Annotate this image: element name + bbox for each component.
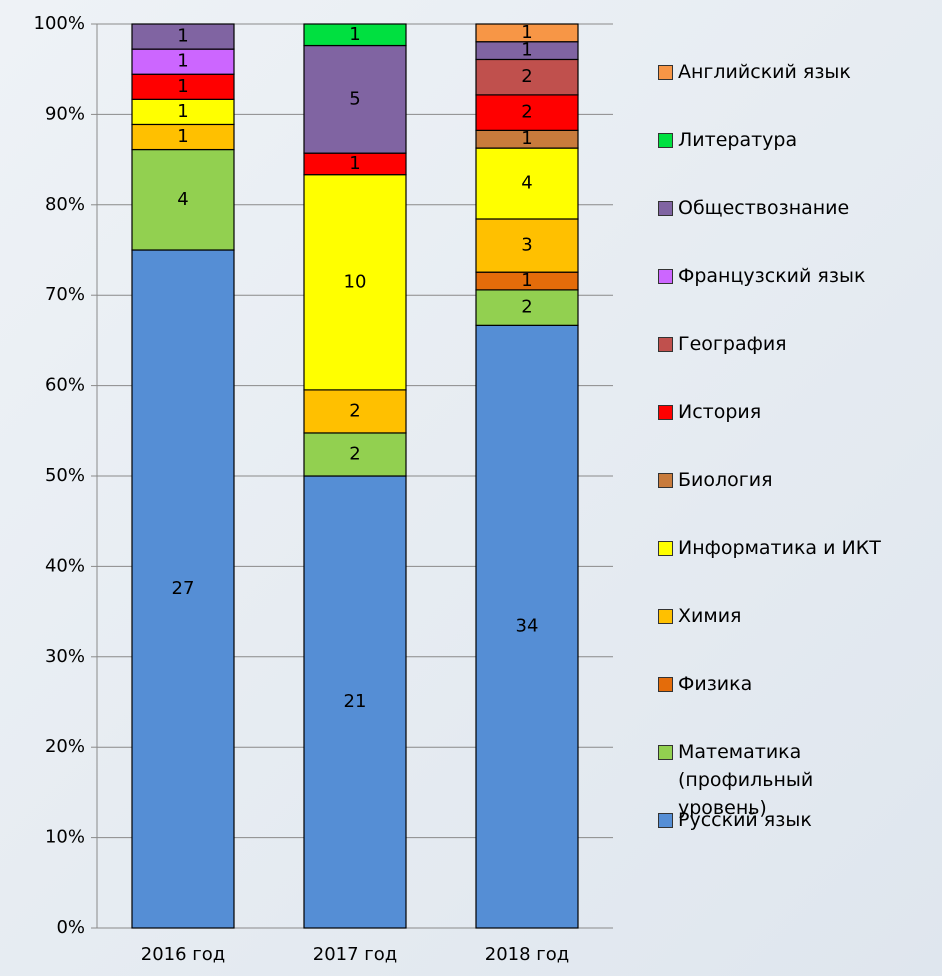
legend-item: Русский язык: [658, 806, 942, 874]
legend: Английский язык Литература Обществознание Ф…: [658, 58, 942, 874]
legend-swatch: [658, 405, 673, 420]
legend-swatch: [658, 201, 673, 216]
data-label: 1: [349, 153, 360, 174]
bar-segment: [303, 475, 407, 929]
data-label: 2: [521, 102, 532, 123]
bar-segment: [475, 23, 579, 43]
legend-swatch: [658, 269, 673, 284]
data-label: 1: [177, 101, 188, 122]
legend-label: История: [678, 401, 762, 423]
data-label: 2: [349, 443, 360, 464]
data-label: 4: [177, 189, 188, 210]
y-tick-label: 80%: [45, 194, 85, 215]
data-label: 1: [177, 126, 188, 147]
legend-label: Обществознание: [678, 197, 850, 219]
data-label: 1: [177, 51, 188, 72]
legend-item: Литература: [658, 126, 942, 194]
y-tick-label: 40%: [45, 555, 85, 576]
data-label: 1: [521, 128, 532, 149]
legend-item: Математика (профильный уровень): [658, 738, 942, 819]
bar-segment: [475, 58, 579, 96]
legend-label: Английский язык: [678, 61, 851, 83]
legend-swatch: [658, 133, 673, 148]
data-label: 1: [177, 26, 188, 47]
legend-label: Русский язык: [678, 809, 812, 831]
bar-segment: [131, 148, 235, 251]
legend-item: Биология: [658, 466, 942, 534]
legend-item: Информатика и ИКТ: [658, 534, 942, 602]
legend-item: Французский язык: [658, 262, 942, 330]
legend-item: Физика: [658, 670, 942, 738]
data-label: 1: [349, 24, 360, 45]
legend-swatch: [658, 473, 673, 488]
data-label: 5: [349, 88, 360, 109]
legend-swatch: [658, 745, 673, 760]
data-label: 2: [521, 66, 532, 87]
legend-swatch: [658, 609, 673, 624]
bar-segment: [303, 432, 407, 477]
bar-segment: [303, 389, 407, 434]
y-tick-label: 50%: [45, 465, 85, 486]
bar-segment: [475, 147, 579, 220]
legend-label: Физика: [678, 673, 753, 695]
legend-label: Литература: [678, 129, 798, 151]
data-label: 21: [344, 691, 367, 712]
legend-swatch: [658, 541, 673, 556]
bar-segment: [303, 44, 407, 154]
bar-segment: [303, 23, 407, 47]
legend-swatch: [658, 813, 673, 828]
y-tick-label: 20%: [45, 736, 85, 757]
bar-segment: [131, 48, 235, 75]
legend-item: Химия: [658, 602, 942, 670]
legend-label: Биология: [678, 469, 773, 491]
bar-segment: [475, 218, 579, 273]
data-label: 3: [521, 235, 532, 256]
data-label: 1: [177, 76, 188, 97]
y-tick-label: 90%: [45, 103, 85, 124]
data-label: 2: [521, 297, 532, 318]
legend-label: Математика (профильный уровень): [678, 741, 814, 819]
legend-swatch: [658, 677, 673, 692]
data-label: 10: [344, 271, 367, 292]
y-tick-label: 100%: [34, 13, 85, 34]
y-tick-label: 60%: [45, 375, 85, 396]
y-tick-label: 10%: [45, 827, 85, 848]
data-label: 34: [516, 616, 539, 637]
legend-item: География: [658, 330, 942, 398]
legend-item: Английский язык: [658, 58, 942, 126]
bar-segment: [475, 289, 579, 326]
data-label: 27: [172, 578, 195, 599]
bar-segment: [131, 98, 235, 126]
data-label: 2: [349, 400, 360, 421]
legend-label: Французский язык: [678, 265, 866, 287]
bar-segment: [131, 73, 235, 100]
y-tick-label: 30%: [45, 646, 85, 667]
x-tick-label: 2018 год: [485, 944, 569, 965]
data-label: 4: [521, 173, 532, 194]
bar-segment: [131, 23, 235, 50]
x-tick-label: 2017 год: [313, 944, 397, 965]
x-tick-label: 2016 год: [141, 944, 225, 965]
data-label: 1: [521, 40, 532, 61]
legend-label: Химия: [678, 605, 742, 627]
y-tick-label: 0%: [56, 917, 85, 938]
data-label: 1: [521, 270, 532, 291]
legend-item: История: [658, 398, 942, 466]
y-tick-label: 70%: [45, 284, 85, 305]
legend-label: Информатика и ИКТ: [678, 537, 881, 559]
data-label: 1: [521, 22, 532, 43]
legend-swatch: [658, 337, 673, 352]
bar-segment: [475, 324, 579, 929]
bar-segment: [303, 174, 407, 391]
legend-label: География: [678, 333, 787, 355]
legend-item: Обществознание: [658, 194, 942, 262]
legend-swatch: [658, 65, 673, 80]
